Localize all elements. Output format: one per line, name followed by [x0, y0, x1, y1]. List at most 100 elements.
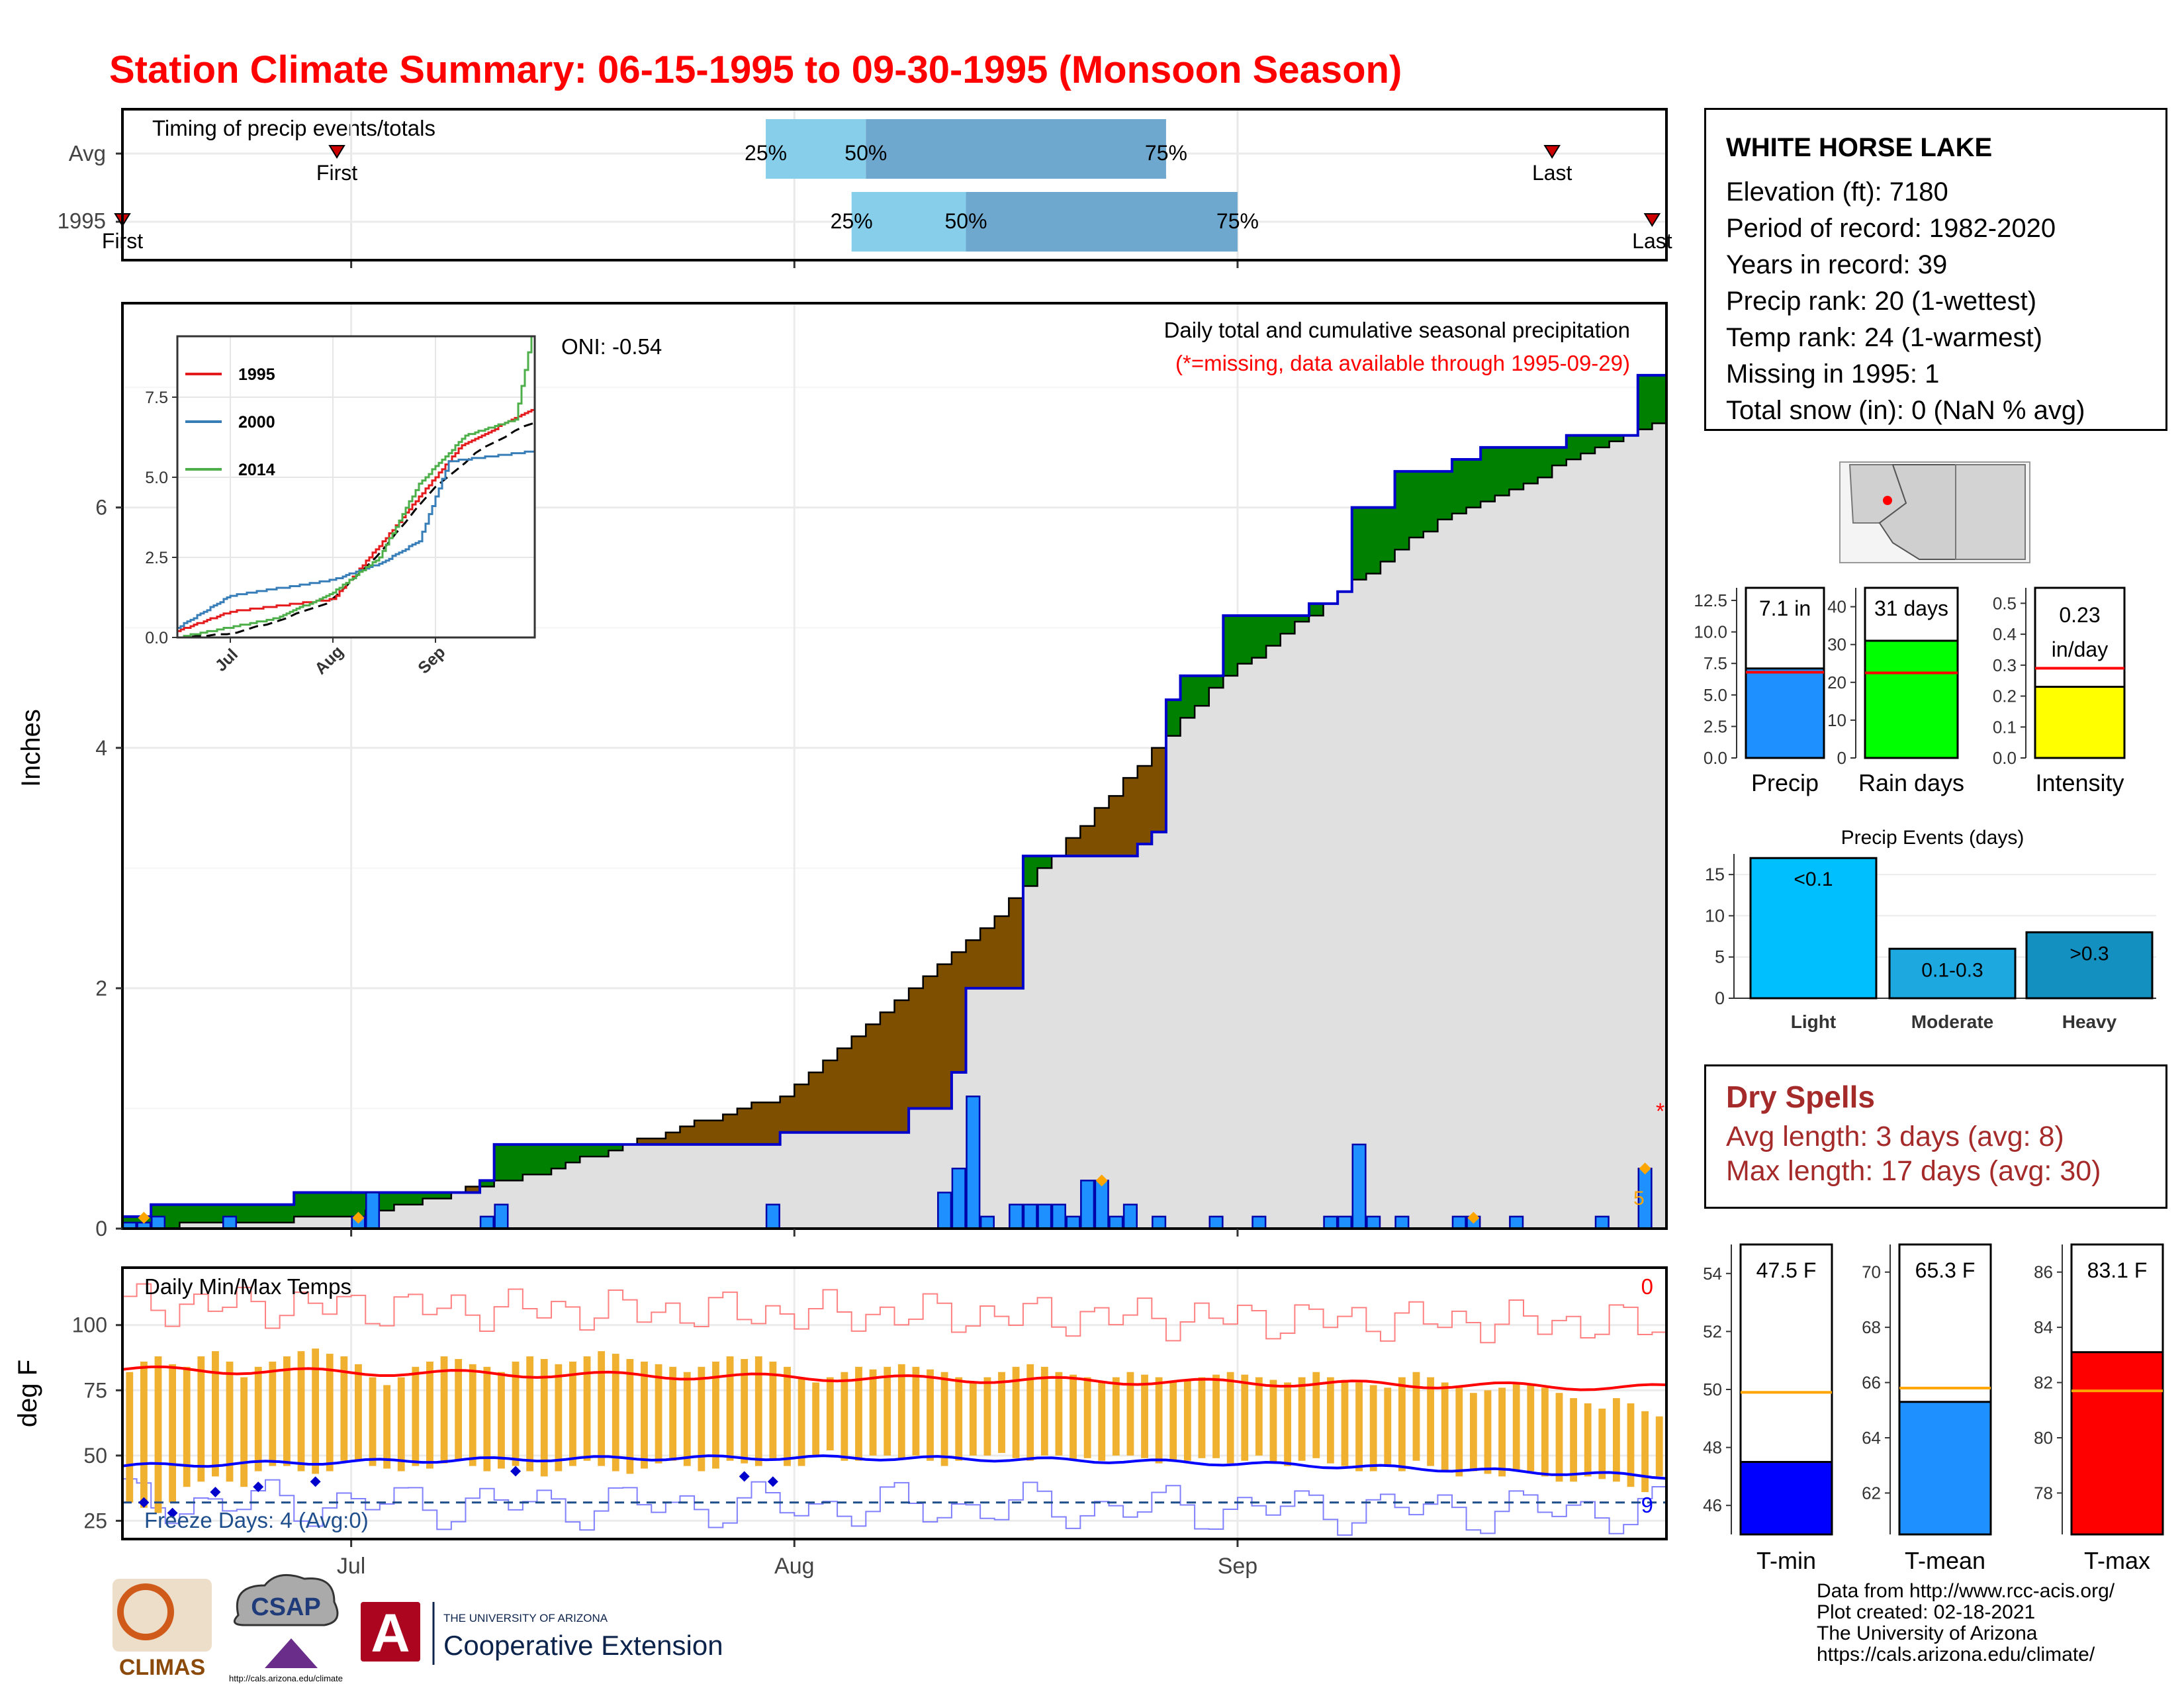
daily-precip-bar [1094, 1180, 1109, 1230]
avg-tmax-line [122, 1365, 1667, 1391]
timing-label: Timing of precip events/totals [152, 116, 435, 140]
summary-bar-precip [1745, 667, 1825, 759]
ua-a-logo-icon [361, 1602, 420, 1662]
daily-temp-range-bar [826, 1377, 834, 1450]
timing-avg-first-label: First [316, 161, 357, 185]
missing-note: (*=missing, data available through 1995-… [1175, 351, 1630, 375]
inset-legend-label: 2000 [238, 413, 275, 432]
daily-precip-bar [1251, 1215, 1267, 1230]
precip-event-marker [1467, 1211, 1480, 1224]
events-category-label: Moderate [1911, 1011, 1993, 1032]
freeze-day-marker [210, 1487, 221, 1498]
daily-precip-bar [1037, 1203, 1052, 1230]
station-snow: Total snow (in): 0 (NaN % avg) [1726, 396, 2085, 425]
daily-temp-range-bar [1098, 1382, 1106, 1461]
daily-precip-bar [1109, 1215, 1124, 1230]
surplus-area [522, 1144, 538, 1175]
daily-temp-range-bar [455, 1358, 463, 1461]
deficit-area [1123, 778, 1138, 857]
daily-temp-range-bar [1198, 1377, 1206, 1458]
surplus-area [422, 1192, 437, 1199]
daily-temp-range-bar [712, 1361, 719, 1469]
oni-label: ONI: -0.54 [561, 334, 662, 359]
daily-temp-range-bar [526, 1356, 534, 1472]
surplus-area [551, 1144, 567, 1169]
daily-temp-range-bar [297, 1351, 305, 1472]
summary-category-label: Precip [1751, 769, 1819, 796]
temp-summary-ytick-label: 84 [2034, 1317, 2053, 1337]
daily-temp-range-bar [741, 1358, 749, 1464]
deficit-area [680, 1126, 695, 1145]
temp-summary-ytick-label: 78 [2034, 1483, 2053, 1503]
summary-bar-rain_days [1864, 639, 1959, 759]
source-line-3: The University of Arizona [1817, 1622, 2038, 1644]
daily-temp-range-bar [1584, 1403, 1592, 1477]
timing-row-avg: Avg [69, 141, 106, 165]
surplus-area [580, 1144, 595, 1157]
deficit-area [980, 928, 995, 988]
inset-series-line-2000 [177, 450, 535, 629]
daily-temp-range-bar [1141, 1374, 1148, 1458]
daily-temp-range-bar [927, 1369, 934, 1461]
inset-frame-top [176, 335, 536, 639]
summary-value-label: 7.1 in [1759, 596, 1811, 620]
daily-precip-bar [1051, 1203, 1066, 1230]
daily-precip-bar [1337, 1215, 1353, 1230]
temp-panel: 25 50 75 100 Jul Aug Sep [72, 1266, 1668, 1579]
daily-temp-range-bar [955, 1377, 963, 1461]
daily-precip-bar [494, 1203, 509, 1230]
station-precip-rank: Precip rank: 20 (1-wettest) [1726, 287, 2037, 316]
daily-temp-range-bar [655, 1364, 662, 1464]
station-temp-rank: Temp rank: 24 (1-warmest) [1726, 323, 2042, 352]
daily-temp-range-bar [326, 1354, 334, 1472]
summary-ytick-label: 0.5 [1993, 593, 2017, 613]
events-category-label: Light [1791, 1011, 1836, 1032]
daily-temp-range-bar [797, 1377, 805, 1466]
daily-temp-range-bar [226, 1361, 234, 1482]
source-line-2: Plot created: 02-18-2021 [1817, 1601, 2036, 1623]
deficit-area [994, 915, 1009, 988]
daily-precip-bar [765, 1203, 780, 1230]
daily-temp-range-bar [940, 1372, 948, 1466]
daily-temp-range-bar [540, 1358, 548, 1477]
surplus-area [294, 1192, 309, 1217]
daily-temp-range-bar [340, 1356, 348, 1461]
temp-summary-bar-tmax [2070, 1351, 2164, 1536]
summary-ytick-label: 0.1 [1993, 717, 2017, 737]
summary-value-label-2: in/day [2052, 637, 2108, 661]
events-bar-moderate [1888, 947, 2017, 1000]
summary-ytick-label: 0.4 [1993, 624, 2017, 644]
daily-temp-range-bar [1112, 1377, 1120, 1456]
hot-days-count: 0 [1641, 1274, 1653, 1299]
inset-legend-label: 1995 [238, 365, 275, 384]
surplus-area [480, 1180, 495, 1187]
inset-ytick-label: 7.5 [145, 389, 168, 407]
daily-temp-range-bar [1126, 1372, 1134, 1456]
events-bar-label: <0.1 [1794, 868, 1833, 890]
deficit-area [880, 1012, 895, 1133]
surplus-area [1609, 435, 1624, 442]
deficit-area [1137, 766, 1152, 845]
deficit-area [1066, 837, 1081, 857]
surplus-area [208, 1204, 223, 1223]
deficit-area [909, 988, 924, 1109]
station-missing: Missing in 1995: 1 [1726, 359, 1940, 389]
deficit-area [465, 1186, 480, 1193]
summary-category-label: Intensity [2035, 769, 2124, 796]
temp-ytick-label: 50 [83, 1444, 107, 1468]
surplus-area [1280, 616, 1295, 634]
station-name: WHITE HORSE LAKE [1726, 133, 1993, 162]
daily-temp-range-bar [483, 1366, 491, 1472]
daily-temp-range-bar [1455, 1387, 1463, 1477]
events-bar-light [1749, 857, 1878, 1000]
daily-temp-range-bar [269, 1361, 277, 1466]
summary-ytick-label: 0.3 [1993, 655, 2017, 675]
surplus-area [1652, 375, 1667, 424]
daily-temp-range-bar [1083, 1377, 1091, 1458]
surplus-area [394, 1192, 409, 1205]
daily-temp-range-bar [1541, 1387, 1549, 1477]
surplus-area [1195, 675, 1210, 706]
daily-temp-range-bar [1427, 1377, 1434, 1466]
ua-small-text: THE UNIVERSITY OF ARIZONA [443, 1612, 608, 1624]
timing-frame-top [121, 108, 1668, 261]
